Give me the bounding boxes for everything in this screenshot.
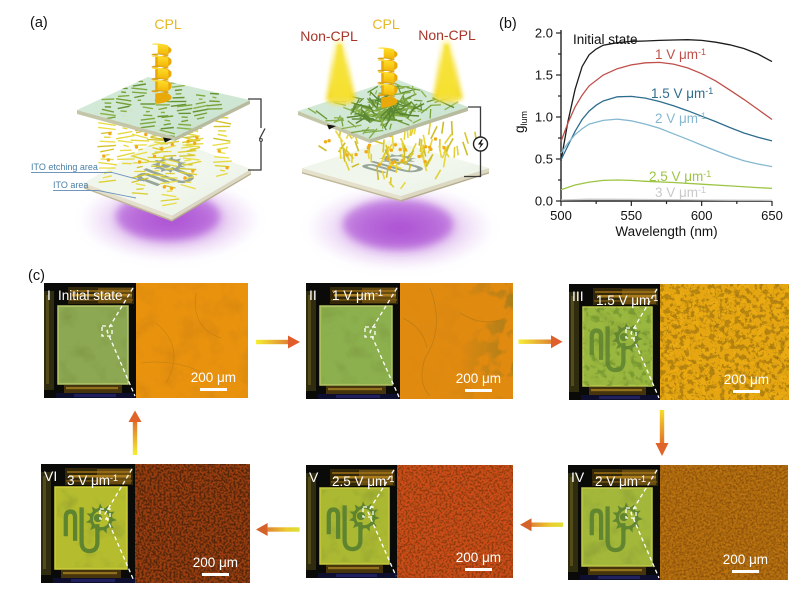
svg-text:200 μm: 200 μm — [723, 552, 768, 567]
svg-text:V: V — [309, 469, 319, 485]
svg-text:CPL: CPL — [154, 16, 181, 32]
svg-text:ITO etching area: ITO etching area — [31, 162, 98, 172]
svg-text:(c): (c) — [28, 268, 45, 284]
svg-text:ITO area: ITO area — [53, 180, 88, 190]
svg-text:200 μm: 200 μm — [724, 372, 769, 387]
svg-text:IV: IV — [571, 469, 585, 485]
svg-text:II: II — [309, 287, 317, 303]
svg-text:CPL: CPL — [372, 16, 399, 32]
svg-text:I: I — [47, 287, 51, 303]
svg-text:1.0: 1.0 — [535, 110, 553, 125]
svg-text:Non-CPL: Non-CPL — [418, 27, 476, 43]
svg-text:200 μm: 200 μm — [456, 371, 501, 386]
svg-text:Non-CPL: Non-CPL — [300, 28, 358, 44]
svg-text:550: 550 — [620, 208, 642, 223]
svg-text:1.5 V μm-1: 1.5 V μm-1 — [651, 86, 713, 101]
svg-text:200 μm: 200 μm — [193, 555, 238, 570]
svg-text:Wavelength (nm): Wavelength (nm) — [615, 224, 717, 239]
svg-text:1.5 V μm-1: 1.5 V μm-1 — [596, 293, 658, 308]
svg-text:Initial state: Initial state — [573, 32, 638, 47]
svg-text:200 μm: 200 μm — [191, 370, 236, 385]
svg-text:III: III — [572, 288, 584, 304]
svg-text:2.5 V μm-1: 2.5 V μm-1 — [332, 474, 394, 489]
svg-text:1.5: 1.5 — [535, 68, 553, 83]
svg-text:2.5 V μm-1: 2.5 V μm-1 — [649, 169, 711, 184]
svg-text:2.0: 2.0 — [535, 26, 553, 41]
svg-text:600: 600 — [691, 208, 713, 223]
svg-text:VI: VI — [44, 468, 57, 484]
svg-text:(b): (b) — [499, 16, 517, 32]
svg-text:200 μm: 200 μm — [456, 550, 501, 565]
svg-text:500: 500 — [550, 208, 572, 223]
svg-text:650: 650 — [761, 208, 783, 223]
svg-text:Initial state: Initial state — [58, 288, 123, 303]
svg-text:(a): (a) — [30, 15, 48, 31]
svg-text:0.5: 0.5 — [535, 152, 553, 167]
svg-text:0.0: 0.0 — [535, 194, 553, 209]
